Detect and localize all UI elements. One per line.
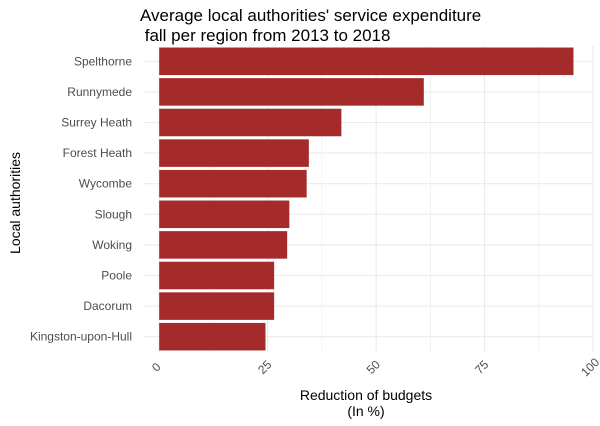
- category-label: Woking: [92, 238, 132, 252]
- bar: [159, 200, 290, 229]
- category-labels: Spelthorne Runnymede Surrey Heath Forest He…: [30, 54, 132, 343]
- bar: [159, 261, 275, 290]
- x-tick-label: 25: [255, 357, 275, 377]
- bar: [159, 231, 288, 259]
- y-axis-label: Local authorities: [7, 152, 23, 254]
- chart-title-line2: fall per region from 2013 to 2018: [140, 26, 391, 45]
- category-label: Forest Heath: [63, 146, 132, 160]
- category-label: Poole: [101, 269, 132, 283]
- x-tick-label: 0: [149, 360, 164, 375]
- chart-title: Average local authorities' service expen…: [140, 6, 481, 46]
- x-tick-label: 100: [578, 355, 600, 379]
- category-label: Dacorum: [83, 299, 132, 313]
- chart-title-line1: Average local authorities' service expen…: [140, 6, 482, 25]
- category-label: Slough: [95, 207, 132, 221]
- bar: [159, 108, 342, 137]
- x-axis-label-line2: (In %): [347, 403, 384, 419]
- x-axis-label-line1: Reduction of budgets: [300, 387, 432, 403]
- category-label: Surrey Heath: [61, 116, 132, 130]
- bar: [159, 169, 307, 198]
- category-label: Kingston-upon-Hull: [30, 330, 132, 344]
- bar: [159, 322, 266, 351]
- bar: [159, 47, 574, 76]
- category-label: Wycombe: [79, 177, 133, 191]
- x-tick-labels: 0 25 50 75 100: [149, 355, 600, 379]
- x-tick-label: 50: [364, 357, 384, 377]
- category-label: Runnymede: [67, 85, 132, 99]
- category-label: Spelthorne: [74, 54, 132, 68]
- bar: [159, 292, 275, 320]
- bars: [159, 47, 574, 351]
- bar: [159, 78, 424, 106]
- bar: [159, 139, 309, 167]
- x-tick-label: 75: [472, 357, 492, 377]
